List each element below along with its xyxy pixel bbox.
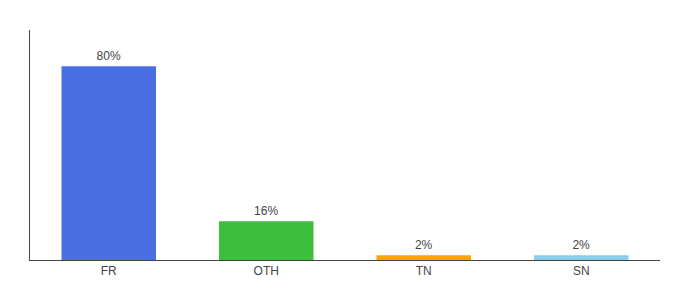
svg-text:OTH: OTH: [254, 264, 279, 278]
svg-text:2%: 2%: [415, 238, 433, 252]
svg-text:16%: 16%: [254, 204, 278, 218]
svg-text:SN: SN: [573, 264, 590, 278]
svg-text:TN: TN: [416, 264, 432, 278]
svg-text:FR: FR: [101, 264, 117, 278]
svg-text:80%: 80%: [97, 49, 121, 63]
svg-text:2%: 2%: [572, 238, 590, 252]
